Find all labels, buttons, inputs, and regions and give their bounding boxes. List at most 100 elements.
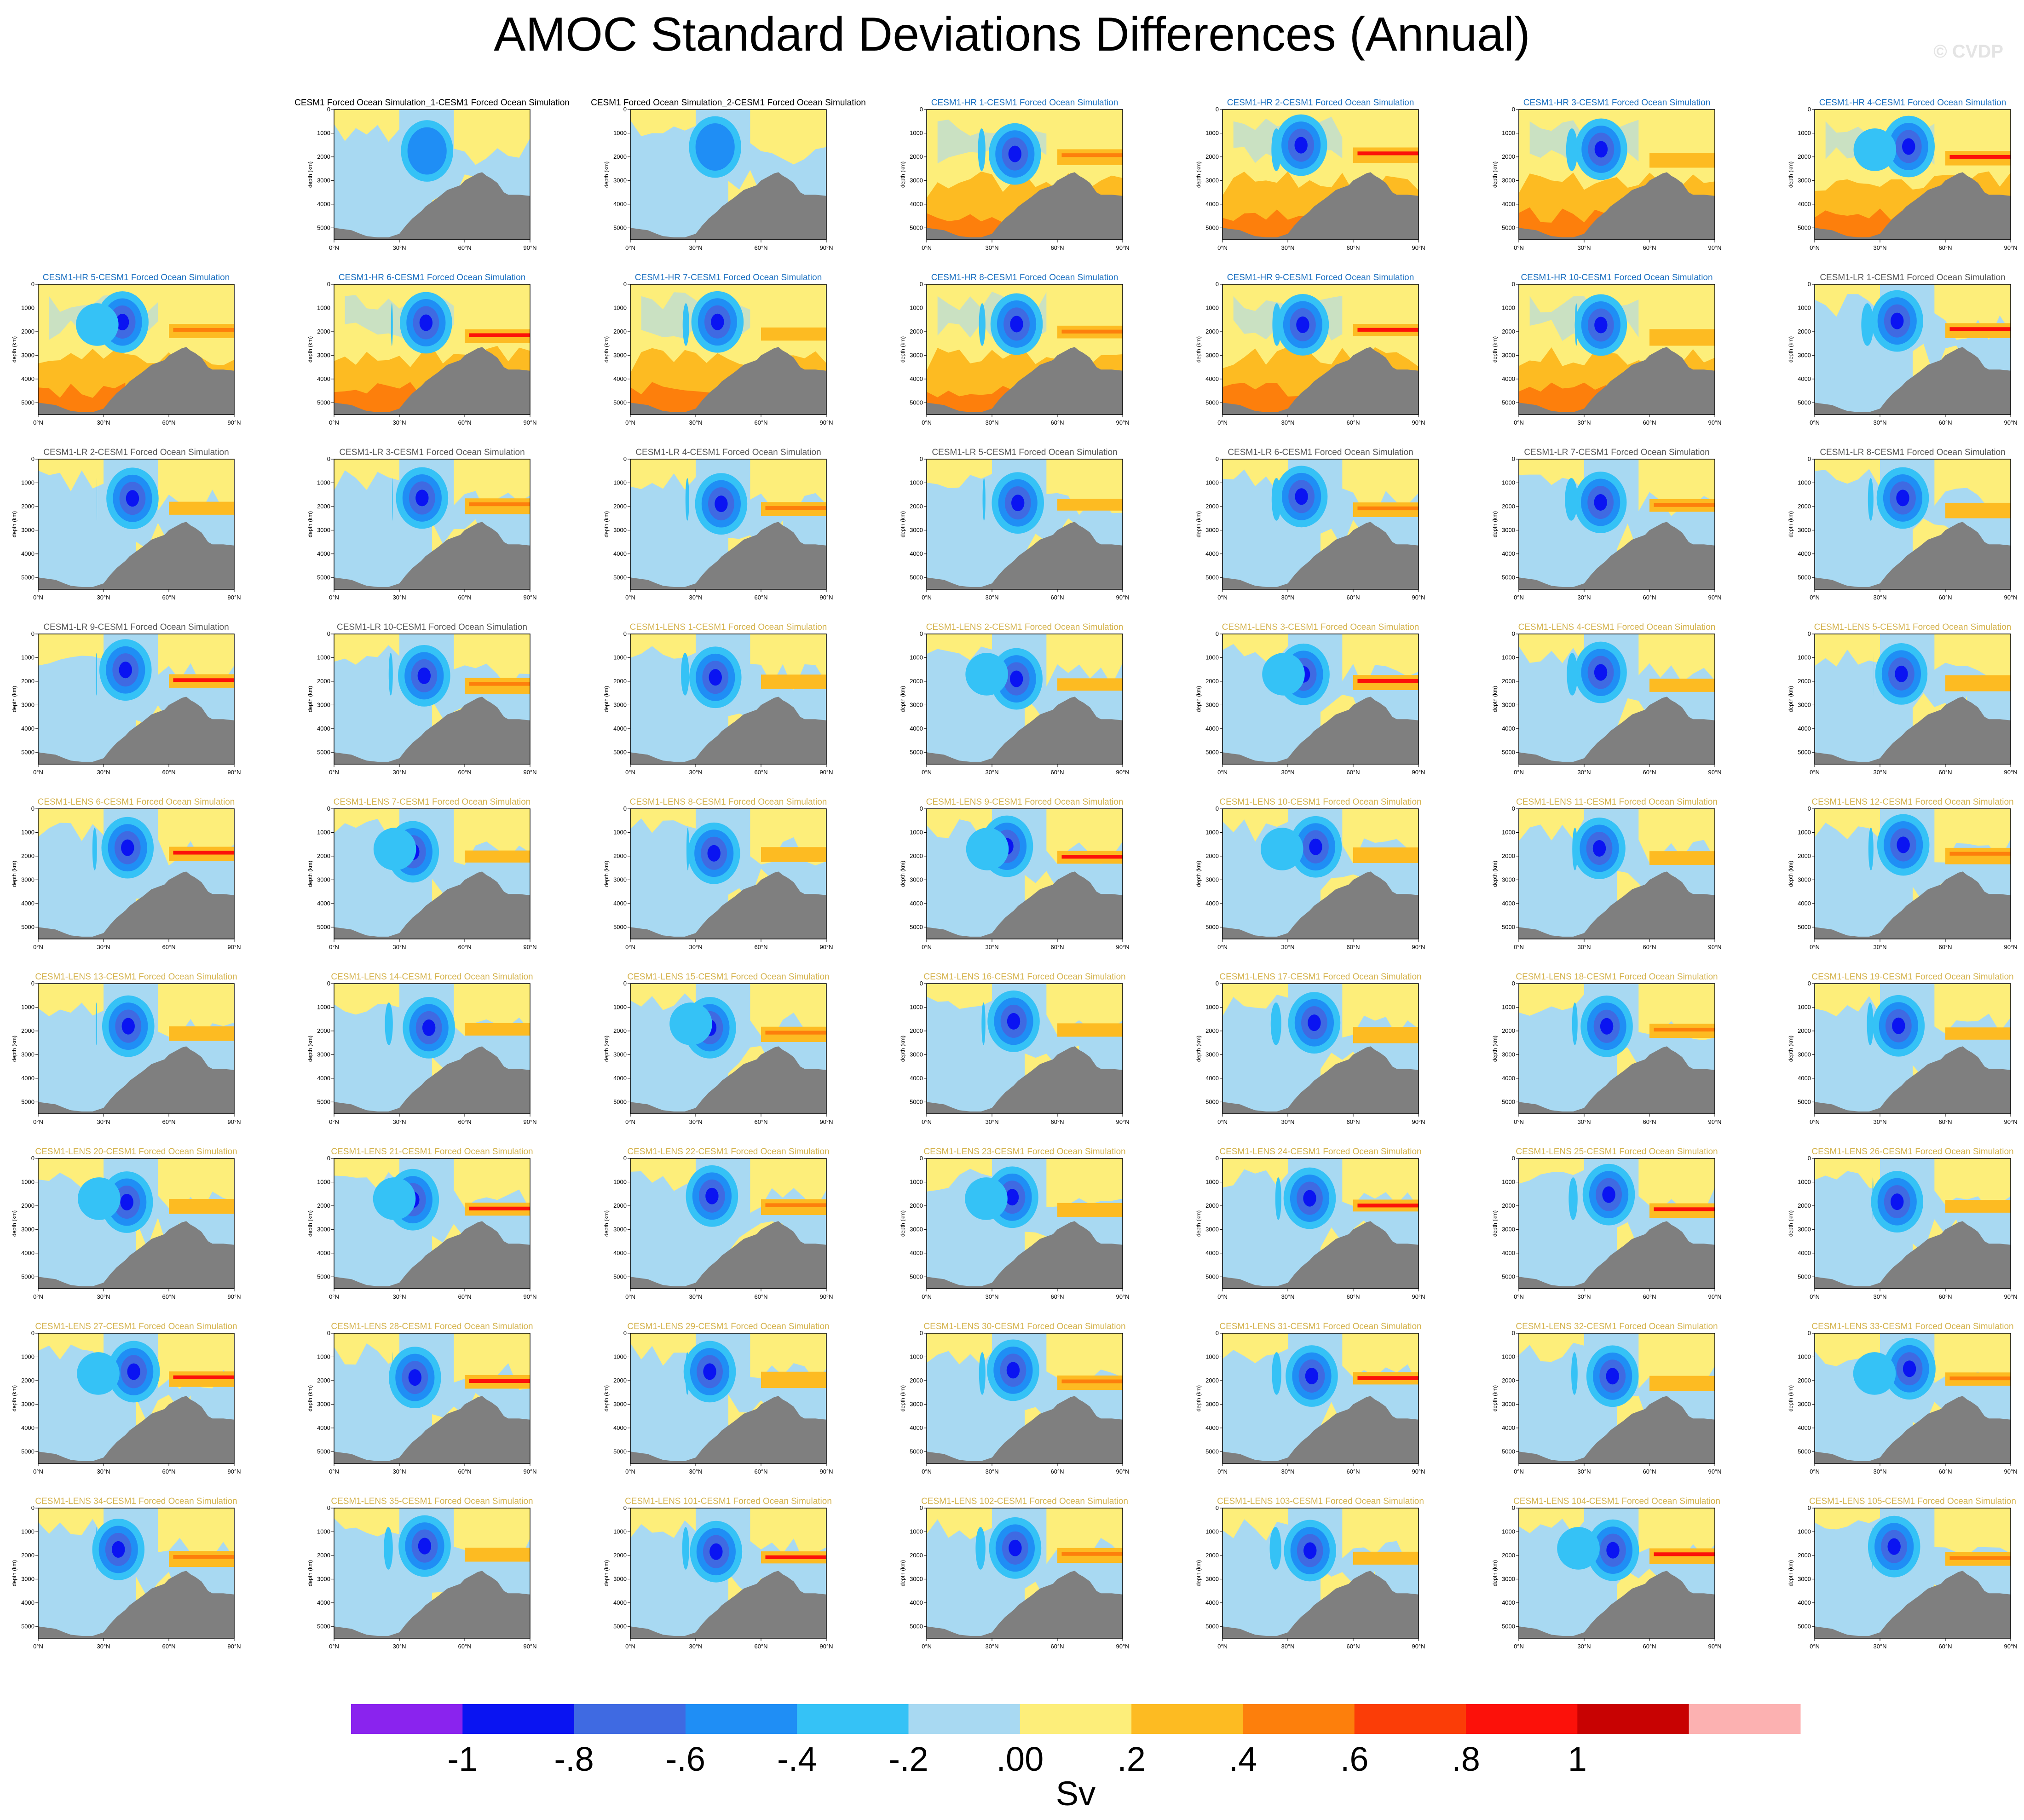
y-tick-label: 2000 [910,1202,923,1209]
y-tick-label: 5000 [21,1623,35,1630]
panel-title: CESM1-LENS 34-CESM1 Forced Ocean Simulat… [35,1497,237,1506]
y-tick-label: 3000 [21,526,35,533]
y-tick-label: 3000 [613,876,627,883]
x-tick-label: 60°N [1346,769,1360,776]
x-tick-label: 60°N [1643,1468,1656,1475]
y-tick-label: 5000 [1205,1448,1219,1455]
field-region [1638,809,1715,863]
y-tick-label: 4000 [317,375,330,382]
y-tick-label: 4000 [613,1424,627,1431]
x-tick-label: 30°N [689,594,702,601]
y-axis-label: depth (km) [11,1560,17,1586]
y-tick-label: 3000 [1798,1400,1811,1407]
y-tick-label: 3000 [317,1575,330,1582]
field-region [1275,1177,1281,1220]
y-tick-label: 4000 [1798,900,1811,907]
y-tick-label: 4000 [1798,1599,1811,1606]
field-region [979,303,986,346]
land-mask [630,1571,826,1638]
field-region [681,653,689,696]
y-tick-label: 1000 [613,1178,627,1185]
colorbar-swatch [1354,1704,1466,1734]
field-region [465,1547,530,1562]
y-axis-label: depth (km) [1492,861,1498,887]
field-region [391,303,393,346]
y-tick-label: 5000 [1502,923,1515,930]
field-region [1891,1193,1904,1210]
x-tick-label: 0°N [1810,944,1820,950]
y-axis-label: depth (km) [900,861,906,887]
x-tick-label: 0°N [625,419,635,426]
x-tick-label: 0°N [1514,1643,1524,1650]
y-tick-label: 3000 [1502,1575,1515,1582]
y-tick-label: 4000 [1502,900,1515,907]
field-region [334,1158,399,1190]
field-region [1357,1204,1419,1208]
y-tick-label: 0 [327,805,330,812]
y-tick-label: 3000 [1205,876,1219,883]
field-region [77,1352,120,1395]
amoc-panel: CESM1-HR 10-CESM1 Forced Ocean Simulatio… [1492,273,1722,426]
x-tick-label: 90°N [2004,769,2017,776]
y-tick-label: 5000 [613,1448,627,1455]
field-region [630,634,696,659]
amoc-panel: CESM1-LENS 6-CESM1 Forced Ocean Simulati… [11,797,241,950]
amoc-panel: CESM1-HR 5-CESM1 Forced Ocean Simulation… [11,273,241,426]
y-tick-label: 5000 [1205,399,1219,406]
field-region [761,327,826,341]
y-tick-label: 0 [623,980,627,987]
field-region [669,1002,712,1045]
field-region [1006,1362,1020,1379]
x-tick-label: 30°N [985,419,998,426]
field-region [1007,1013,1021,1030]
colorbar-unit: Sv [1056,1774,1096,1813]
panel-frame [630,634,827,765]
y-tick-label: 2000 [910,1552,923,1559]
y-tick-label: 5000 [613,1098,627,1105]
x-tick-label: 90°N [1116,944,1129,950]
x-tick-label: 90°N [1116,1643,1129,1650]
x-tick-label: 0°N [922,419,932,426]
x-tick-label: 60°N [1050,769,1064,776]
field-region [392,478,393,521]
field-region [1565,478,1578,521]
x-tick-label: 60°N [1938,594,1952,601]
x-tick-label: 90°N [1412,419,1425,426]
panel-title: CESM1-LENS 6-CESM1 Forced Ocean Simulati… [38,797,235,807]
x-tick-label: 30°N [392,769,406,776]
panel-frame [630,1508,827,1639]
colorbar-swatch [351,1704,463,1734]
field-region [1357,328,1419,332]
colorbar-swatch [1243,1704,1355,1734]
panel-title: CESM1-HR 8-CESM1 Forced Ocean Simulation [931,273,1119,282]
y-tick-label: 0 [623,630,627,637]
y-tick-label: 5000 [910,923,923,930]
field-region [1009,1539,1022,1556]
x-tick-label: 0°N [1217,1643,1228,1650]
y-tick-label: 2000 [1798,852,1811,859]
y-tick-label: 3000 [1798,876,1811,883]
y-tick-label: 0 [1808,630,1811,637]
field-region [1357,506,1419,511]
field-region [1309,838,1322,855]
x-tick-label: 90°N [2004,1293,2017,1300]
x-tick-label: 0°N [922,1118,932,1125]
amoc-panel: CESM1-LENS 14-CESM1 Forced Ocean Simulat… [307,972,537,1125]
y-tick-label: 1000 [1798,1178,1811,1185]
x-tick-label: 90°N [1412,1118,1425,1125]
x-tick-label: 0°N [1810,594,1820,601]
y-tick-label: 5000 [613,749,627,755]
panel-title: CESM1-LENS 1-CESM1 Forced Ocean Simulati… [630,622,827,632]
field-region [707,845,721,862]
amoc-panel: CESM1-LENS 23-CESM1 Forced Ocean Simulat… [900,1147,1130,1300]
panel-frame [1518,459,1715,590]
x-tick-label: 0°N [1514,1118,1524,1125]
y-tick-label: 1000 [21,1178,35,1185]
y-tick-label: 2000 [21,1377,35,1384]
colorbar-label: .6 [1340,1740,1369,1778]
land-mask [927,172,1123,240]
amoc-panel: CESM1-LENS 3-CESM1 Forced Ocean Simulati… [1195,622,1425,776]
y-tick-label: 2000 [317,1202,330,1209]
y-tick-label: 2000 [21,503,35,510]
field-region [1353,1027,1419,1043]
